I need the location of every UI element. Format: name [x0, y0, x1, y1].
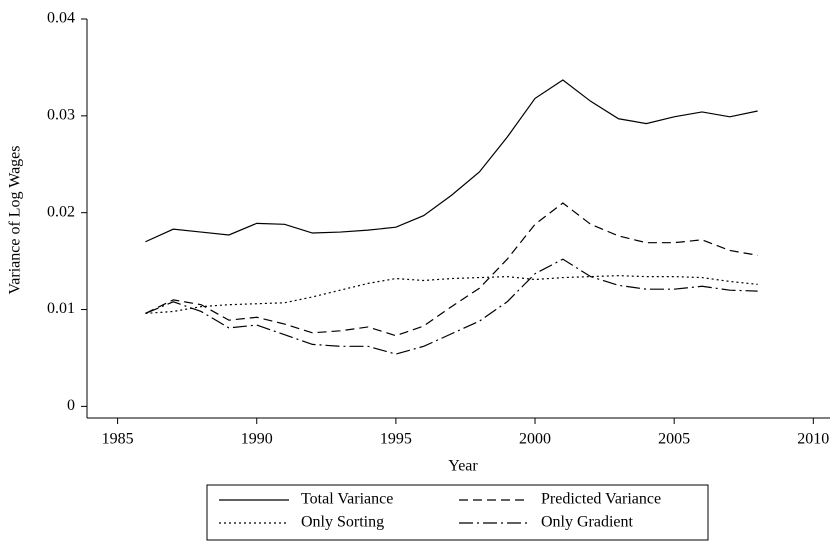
y-tick-label: 0.01 — [47, 300, 75, 317]
legend-box — [206, 484, 709, 541]
legend-label: Only Gradient — [541, 514, 634, 531]
x-tick-label: 1985 — [102, 431, 134, 448]
x-tick-label: 1990 — [241, 431, 273, 448]
line-series — [145, 275, 758, 315]
x-axis-title: Year — [448, 458, 478, 475]
line-series — [145, 79, 758, 243]
x-tick-label: 2010 — [797, 431, 829, 448]
line-series — [145, 202, 758, 337]
legend-label: Only Sorting — [301, 514, 384, 531]
y-tick-label: 0.03 — [47, 107, 75, 124]
x-tick-label: 2005 — [658, 431, 690, 448]
y-tick-label: 0 — [67, 397, 75, 414]
legend-label: Total Variance — [301, 491, 393, 508]
line-series — [145, 258, 758, 355]
x-tick-label: 2000 — [519, 431, 551, 448]
legend-label: Predicted Variance — [541, 491, 661, 508]
y-tick-label: 0.02 — [47, 203, 75, 220]
y-tick-label: 0.04 — [47, 10, 75, 27]
y-axis-title: Variance of Log Wages — [7, 145, 24, 294]
x-tick-label: 1995 — [380, 431, 412, 448]
